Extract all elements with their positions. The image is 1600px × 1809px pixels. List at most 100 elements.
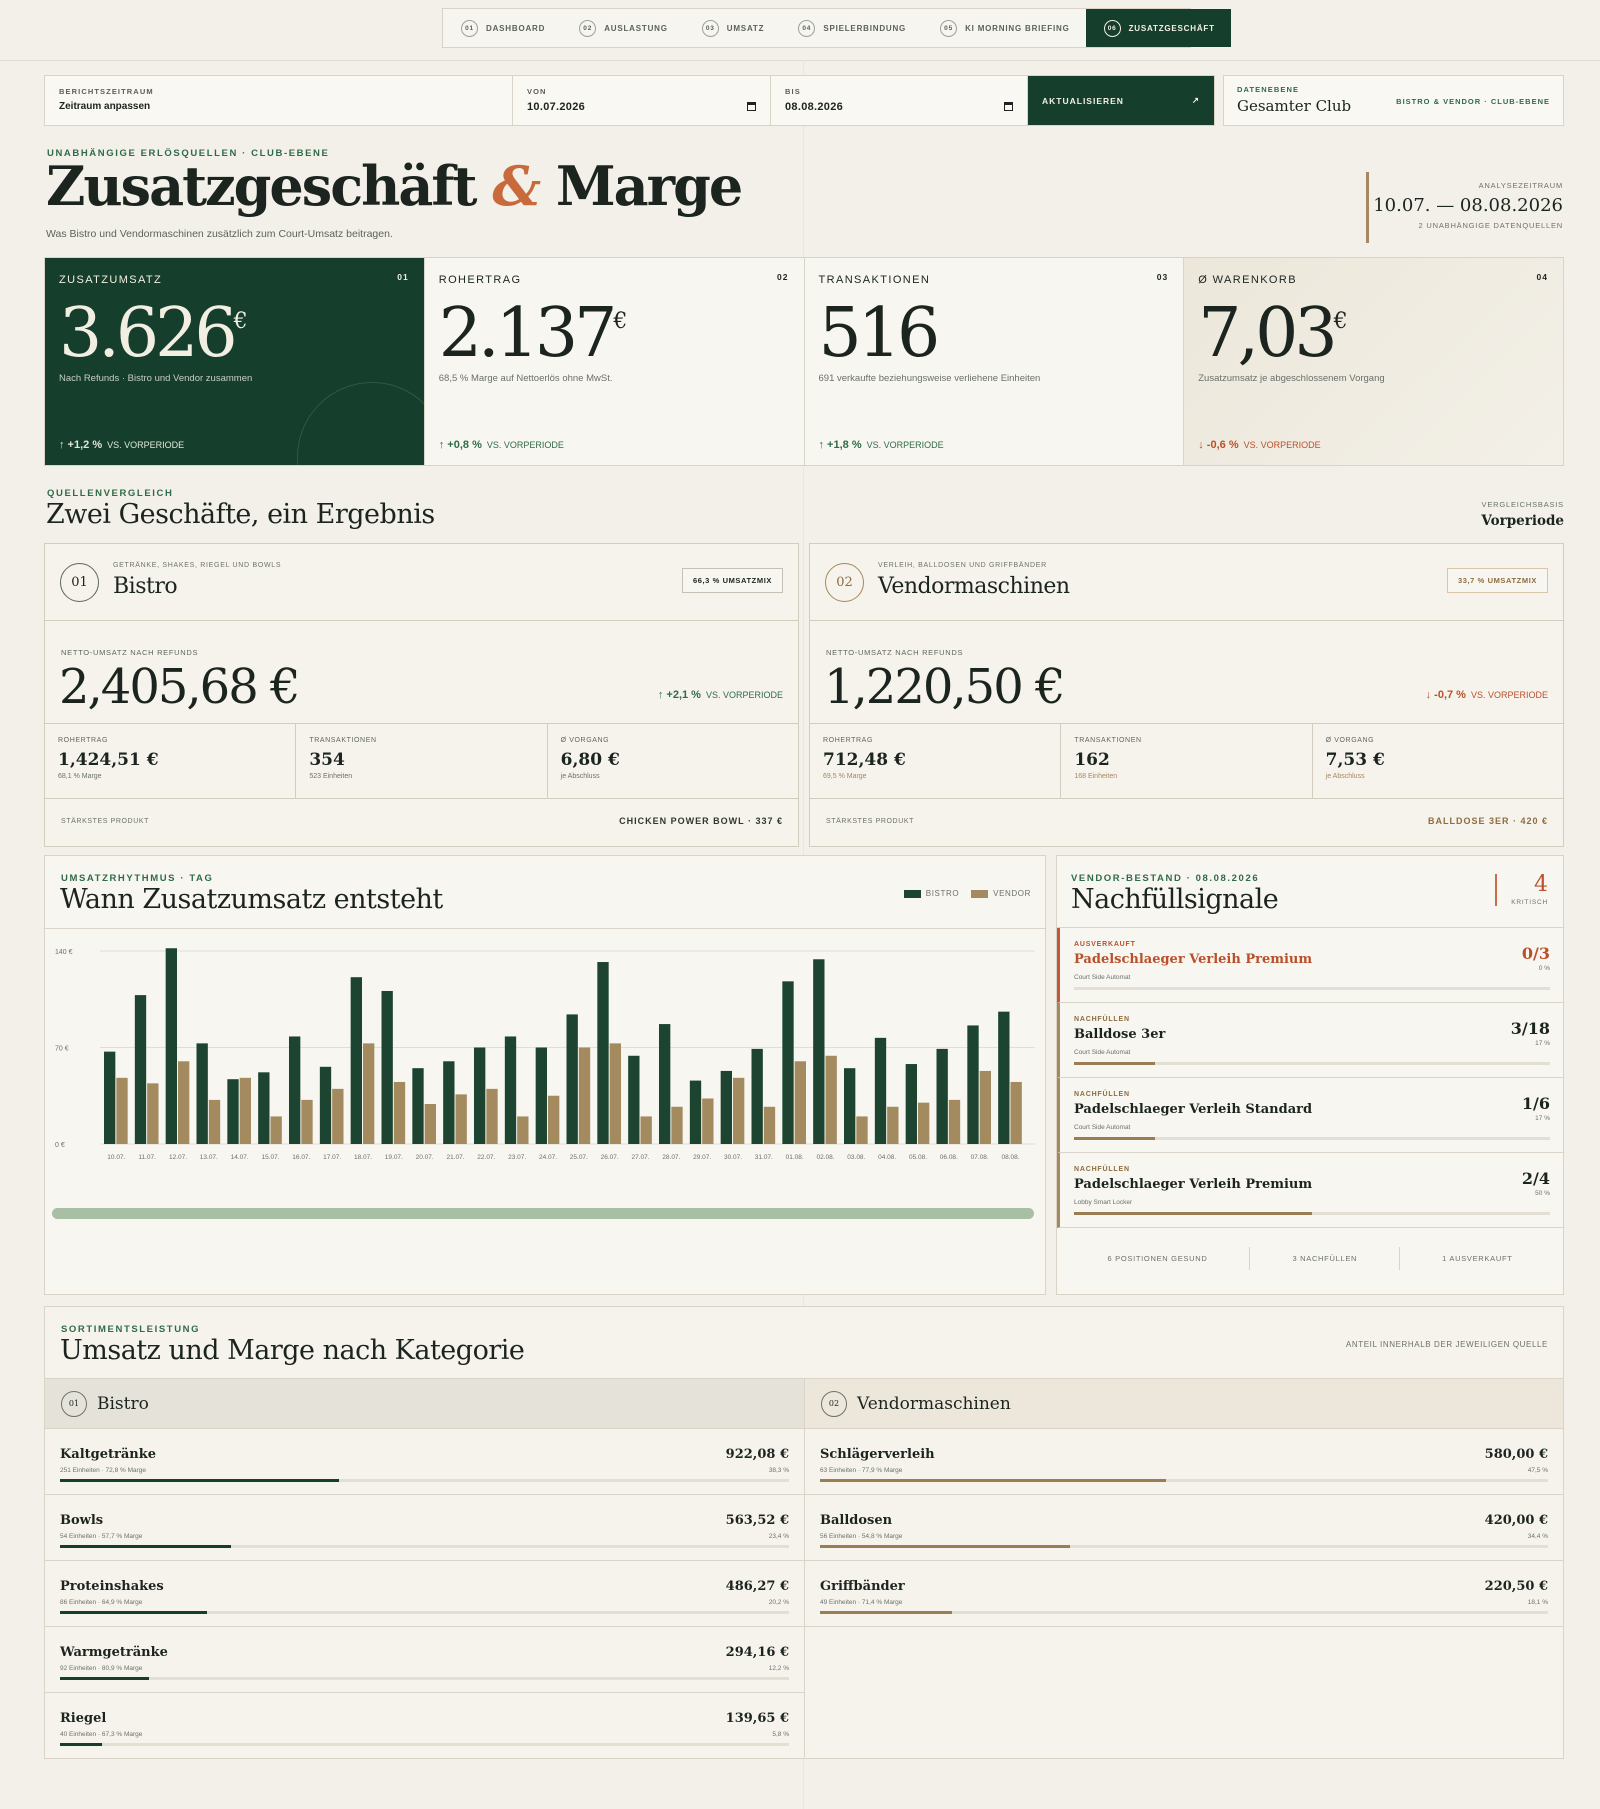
refill-item[interactable]: NACHFÜLLEN Balldose 3er Court Side Automat… <box>1057 1003 1563 1078</box>
x-tick-label: 29.07. <box>693 1154 711 1161</box>
category-name: Balldosen <box>820 1513 893 1528</box>
top-navigation: 01 DASHBOARD 02 AUSLASTUNG 03 UMSATZ 04 SPIE… <box>442 8 1231 48</box>
bar-vendor <box>393 1081 406 1144</box>
bar-vendor <box>979 1070 991 1144</box>
calendar-icon[interactable] <box>1004 102 1013 111</box>
bar-vendor <box>270 1116 282 1144</box>
daily-revenue-chart: 0 € 70 € 140 € 10.07. 11.07. 12.07. 13.07. 14.0… <box>55 948 1035 1161</box>
x-tick-label: 12.07. <box>169 1154 187 1161</box>
section-note: ANTEIL INNERHALB DER JEWEILIGEN QUELLE <box>1345 1340 1548 1349</box>
bar-vendor <box>455 1094 467 1144</box>
x-tick-label: 07.08. <box>971 1154 989 1161</box>
bar-vendor <box>702 1098 714 1144</box>
kpi-description: 691 verkaufte beziehungsweise verliehene… <box>818 373 1041 385</box>
source-number: 01 <box>61 1390 87 1417</box>
period-selector[interactable]: BERICHTSZEITRAUM Zeitraum anpassen <box>45 76 513 125</box>
chart-scrollbar[interactable] <box>52 1208 1034 1219</box>
bar-vendor <box>363 1043 375 1144</box>
legend-item-vendor: VENDOR <box>971 889 1031 898</box>
refill-status: NACHFÜLLEN <box>1074 1166 1130 1173</box>
bar-bistro <box>998 1011 1010 1144</box>
stock-bar <box>1074 1137 1550 1140</box>
calendar-icon[interactable] <box>747 102 756 111</box>
bar-vendor <box>147 1083 159 1144</box>
data-layer-selector[interactable]: DATENEBENE Gesamter Club BISTRO & VENDOR… <box>1223 75 1564 126</box>
refill-list: AUSVERKAUFT Padelschlaeger Verleih Premiu… <box>1057 928 1563 1228</box>
category-name: Griffbänder <box>820 1579 905 1594</box>
tab-spielerbindung[interactable]: 04 SPIELERBINDUNG <box>780 9 922 47</box>
refill-product: Padelschlaeger Verleih Premium <box>1074 1177 1313 1192</box>
kpi-trend: ↓ -0,6 % VS. VORPERIODE <box>1198 439 1321 451</box>
source-card-vendor: 02 VERLEIH, BALLDOSEN UND GRIFFBÄNDER Ve… <box>809 543 1564 847</box>
source-trend: ↑ +2,1 % VS. VORPERIODE <box>657 689 783 701</box>
tab-zusatzgeschaeft[interactable]: 06 ZUSATZGESCHÄFT <box>1085 9 1231 47</box>
source-number: 01 <box>60 563 99 602</box>
x-tick-label: 16.07. <box>292 1154 310 1161</box>
x-tick-label: 10.07. <box>107 1154 125 1161</box>
category-share: 20,2 % <box>768 1599 789 1606</box>
refill-percent: 17 % <box>1535 1115 1550 1122</box>
tab-dashboard[interactable]: 01 DASHBOARD <box>443 9 561 47</box>
source-tag: VERLEIH, BALLDOSEN UND GRIFFBÄNDER <box>878 562 1047 569</box>
summary-healthy: 6 POSITIONEN GESUND <box>1065 1247 1251 1270</box>
tab-label: SPIELERBINDUNG <box>823 23 907 33</box>
bar-bistro <box>319 1066 332 1144</box>
section-eyebrow: QUELLENVERGLEICH <box>47 488 174 499</box>
data-layer-scope: BISTRO & VENDOR · CLUB-EBENE <box>1396 97 1550 106</box>
kpi-card-rohertrag: ROHERTRAG 02 2.137€ 68,5 % Marge auf Net… <box>424 258 805 465</box>
category-share: 34,4 % <box>1527 1533 1548 1540</box>
source-number: 02 <box>825 563 864 602</box>
share-bar <box>820 1479 1548 1482</box>
tab-ki-morning-briefing[interactable]: 05 KI MORNING BRIEFING <box>922 9 1086 47</box>
refill-stock: 3/18 <box>1510 1019 1550 1038</box>
tab-auslastung[interactable]: 02 AUSLASTUNG <box>561 9 684 47</box>
refill-signals-panel: VENDOR-BESTAND · 08.08.2026 Nachfüllsign… <box>1056 855 1564 1295</box>
x-tick-label: 05.08. <box>909 1154 927 1161</box>
bar-bistro <box>412 1068 424 1144</box>
refill-status: NACHFÜLLEN <box>1074 1091 1130 1098</box>
kpi-description: 68,5 % Marge auf Nettoerlös ohne MwSt. <box>438 373 613 385</box>
kpi-card-warenkorb: Ø WARENKORB 04 7,03€ Zusatzumsatz je abg… <box>1184 258 1563 465</box>
category-stats: 40 Einheiten · 67,3 % Marge <box>60 1731 143 1738</box>
category-revenue: 220,50 € <box>1484 1579 1548 1594</box>
kpi-description: Zusatzumsatz je abgeschlossenem Vorgang <box>1198 373 1385 385</box>
date-from-label: VON <box>527 87 547 96</box>
bar-bistro <box>844 1068 856 1144</box>
share-bar-fill <box>820 1545 1071 1548</box>
date-from-field[interactable]: VON 10.07.2026 <box>513 76 771 125</box>
x-tick-label: 18.07. <box>354 1154 372 1161</box>
refresh-button[interactable]: AKTUALISIEREN ↗ <box>1028 76 1214 125</box>
bar-bistro <box>936 1048 948 1144</box>
refill-item[interactable]: NACHFÜLLEN Padelschlaeger Verleih Premium… <box>1057 1153 1563 1228</box>
share-bar <box>60 1545 789 1548</box>
bar-bistro <box>165 948 177 1144</box>
category-revenue: 580,00 € <box>1484 1447 1548 1462</box>
bar-bistro <box>751 1048 763 1144</box>
source-card-bistro: 01 GETRÄNKE, SHAKES, RIEGEL UND BOWLS Bi… <box>44 543 799 847</box>
stat-transaktionen: TRANSAKTIONEN 162 168 Einheiten <box>1061 724 1313 798</box>
period-value: Zeitraum anpassen <box>59 101 151 112</box>
revenue-mix-badge: 66,3 % UMSATZMIX <box>681 568 783 593</box>
x-tick-label: 03.08. <box>847 1154 865 1161</box>
kpi-title: Ø WARENKORB <box>1198 274 1297 286</box>
refill-item[interactable]: NACHFÜLLEN Padelschlaeger Verleih Standar… <box>1057 1078 1563 1153</box>
section-title: Wann Zusatzumsatz entsteht <box>60 884 443 915</box>
bar-bistro <box>134 995 147 1144</box>
stock-bar-fill <box>1074 1062 1155 1065</box>
bar-vendor <box>517 1116 529 1144</box>
date-to-field[interactable]: BIS 08.08.2026 <box>771 76 1028 125</box>
kpi-title: ZUSATZUMSATZ <box>59 274 163 286</box>
refill-item[interactable]: AUSVERKAUFT Padelschlaeger Verleih Premiu… <box>1057 928 1563 1003</box>
category-share: 18,1 % <box>1527 1599 1548 1606</box>
tab-umsatz[interactable]: 03 UMSATZ <box>684 9 781 47</box>
category-share: 5,8 % <box>772 1731 789 1738</box>
bar-bistro <box>597 962 609 1144</box>
bar-bistro <box>474 1047 486 1144</box>
section-title: Nachfüllsignale <box>1071 884 1279 915</box>
tab-label: ZUSATZGESCHÄFT <box>1128 23 1215 33</box>
share-bar <box>60 1611 789 1614</box>
tab-label: UMSATZ <box>726 23 765 33</box>
bar-bistro <box>874 1037 887 1144</box>
category-share: 23,4 % <box>768 1533 789 1540</box>
category-share: 47,5 % <box>1527 1467 1548 1474</box>
